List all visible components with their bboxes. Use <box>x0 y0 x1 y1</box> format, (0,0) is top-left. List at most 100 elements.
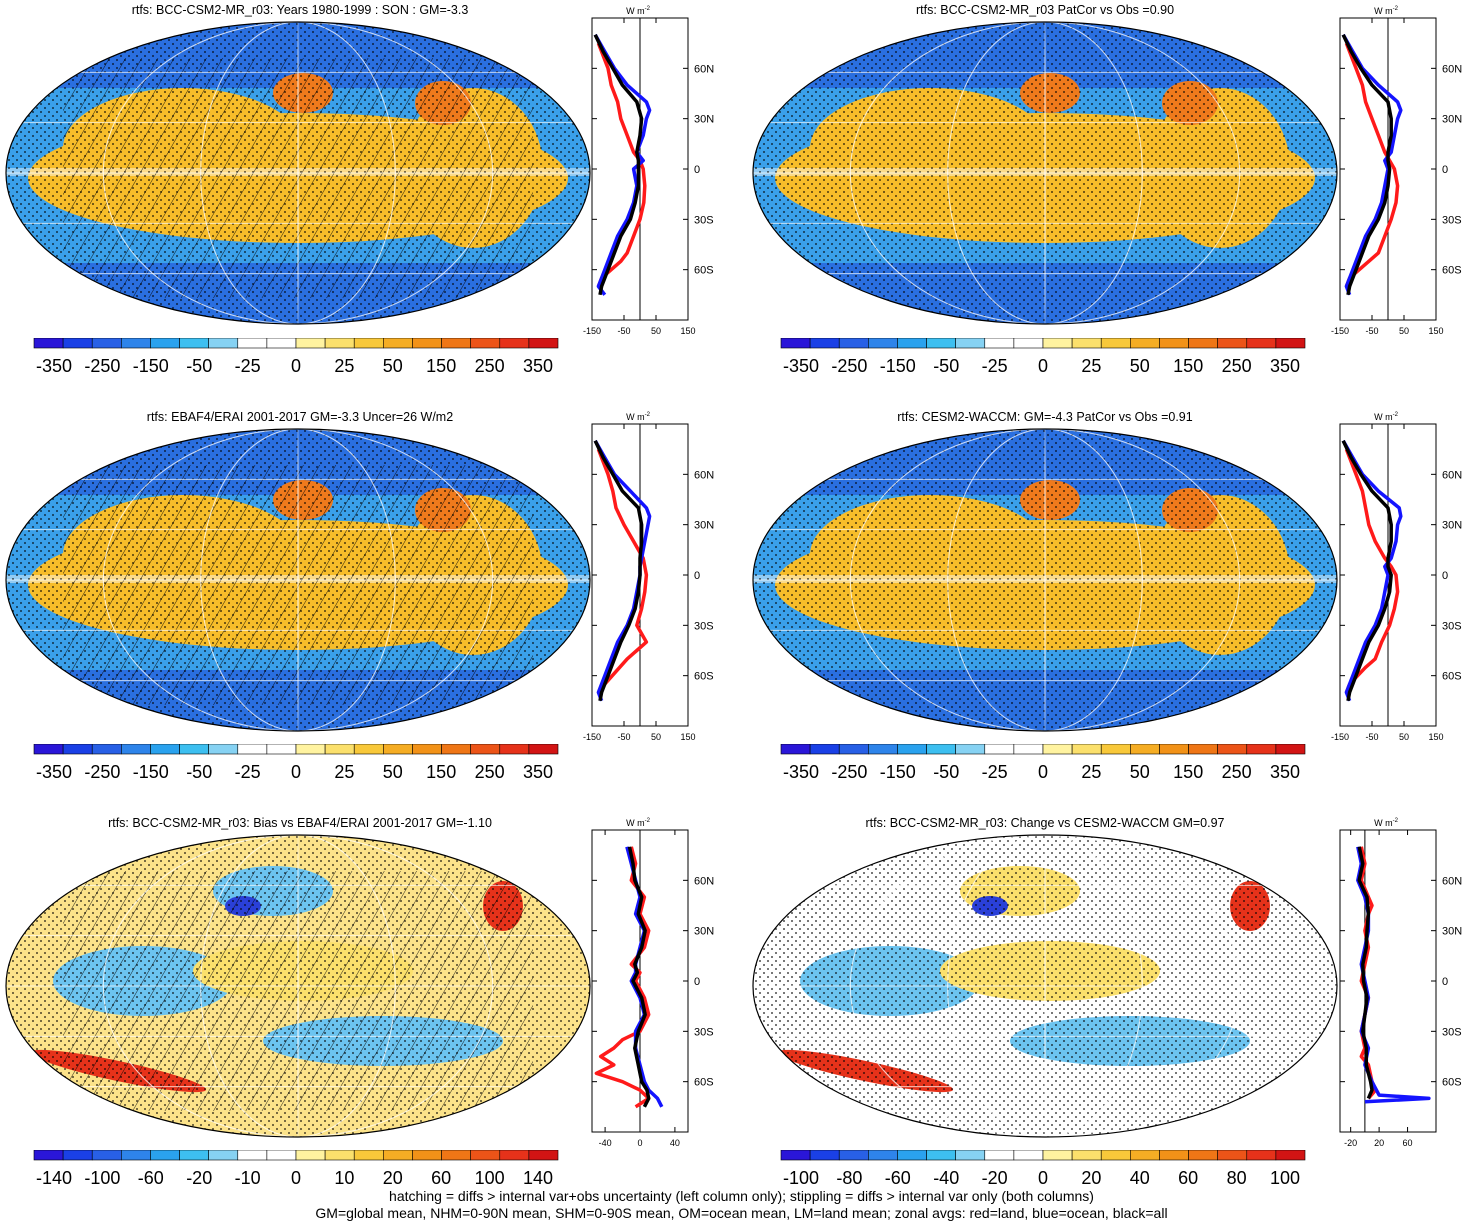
colorbar-box <box>1013 338 1044 349</box>
colorbar-box <box>1159 1150 1189 1161</box>
colorbar-box <box>383 744 413 755</box>
colorbar-tick-label: 0 <box>1038 356 1048 376</box>
colorbar-box <box>1071 1150 1102 1161</box>
zonal-line-all <box>593 440 644 702</box>
colorbar-tick-label: -350 <box>36 356 72 376</box>
graticule-line <box>200 429 396 731</box>
colorbar-box <box>91 338 122 349</box>
colorbar-box <box>33 338 64 349</box>
colorbar-tick-label: 350 <box>523 356 553 376</box>
colorbar-box <box>1159 744 1189 755</box>
zonal-line-all <box>1341 440 1393 702</box>
colorbar-box <box>1275 1150 1306 1161</box>
graticule-line <box>1044 835 1046 1137</box>
zonal-line-ocean <box>593 33 652 296</box>
colorbar-box <box>412 338 442 349</box>
colorbar-tick-label: 150 <box>426 356 456 376</box>
colorbar-box <box>926 744 956 755</box>
colorbar: -350 -250 -150 -50 -25 0 25 50 150 250 350 <box>33 338 559 376</box>
y-tick-label: 30N <box>694 114 714 126</box>
colorbar-tick-label: -40 <box>933 1168 959 1188</box>
colorbar-box <box>237 338 268 349</box>
colorbar-box <box>353 338 384 349</box>
colorbar-box <box>441 744 471 755</box>
colorbar-tick-label: 60 <box>431 1168 451 1188</box>
colorbar-box <box>1217 744 1248 755</box>
x-tick-label: 50 <box>651 732 661 742</box>
graticule-line <box>102 835 494 1137</box>
colorbar-box <box>1042 1150 1073 1161</box>
zonal-line-land <box>1344 448 1400 694</box>
colorbar-box <box>955 1150 986 1161</box>
colorbar-box <box>780 744 811 755</box>
colorbar-box <box>1246 338 1277 349</box>
zonal-line-land <box>594 846 651 1109</box>
colorbar-box <box>62 338 93 349</box>
colorbar-box <box>324 1150 355 1161</box>
colorbar-box <box>383 1150 413 1161</box>
colorbar-box <box>1013 1150 1044 1161</box>
y-tick-label: 30N <box>1442 926 1462 938</box>
graticule-line <box>102 429 494 731</box>
colorbar-box <box>353 744 384 755</box>
y-tick-label: 60N <box>694 63 714 75</box>
colorbar-box <box>780 1150 811 1161</box>
colorbar-tick-label: -350 <box>783 356 819 376</box>
colorbar-box <box>121 338 151 349</box>
y-tick-label: 30N <box>1442 114 1462 126</box>
y-tick-label: 60S <box>1442 671 1462 683</box>
zonal-line-land <box>596 42 647 288</box>
map-plot <box>5 428 591 732</box>
zonal-line-ocean <box>625 846 664 1108</box>
colorbar-box <box>780 338 811 349</box>
colorbar-tick-label: -50 <box>933 356 959 376</box>
panel-title: rtfs: BCC-CSM2-MR_r03: Bias vs EBAF4/ERA… <box>108 816 492 830</box>
colorbar-box <box>838 1150 869 1161</box>
colorbar-tick-label: 150 <box>426 762 456 782</box>
colorbar-tick-label: -250 <box>84 356 120 376</box>
colorbar-tick-label: -20 <box>186 1168 212 1188</box>
y-tick-label: 0 <box>1442 976 1448 988</box>
colorbar-tick-label: 60 <box>1178 1168 1198 1188</box>
colorbar-box <box>499 1150 530 1161</box>
map-plot <box>752 21 1338 325</box>
colorbar-box <box>528 744 559 755</box>
zonal-line-all <box>1357 846 1374 1100</box>
y-tick-label: 60S <box>1442 1077 1462 1089</box>
graticule-line <box>102 22 494 324</box>
colorbar-box <box>237 1150 268 1161</box>
colorbar-box <box>926 1150 956 1161</box>
colorbar-box <box>499 338 530 349</box>
colorbar-tick-label: 50 <box>1130 762 1150 782</box>
colorbar-tick-label: -50 <box>186 356 212 376</box>
colorbar-box <box>984 338 1015 349</box>
map-plot <box>5 834 591 1138</box>
graticule-line <box>947 835 1143 1137</box>
x-tick-label: 150 <box>1428 732 1443 742</box>
footnote-line-2: GM=global mean, NHM=0-90N mean, SHM=0-90… <box>315 1205 1168 1221</box>
colorbar-box <box>809 1150 840 1161</box>
colorbar-box <box>91 744 122 755</box>
panel-title: rtfs: BCC-CSM2-MR_r03 PatCor vs Obs =0.9… <box>915 3 1175 17</box>
colorbar-box <box>1013 744 1044 755</box>
colorbar-tick-label: -150 <box>880 356 916 376</box>
colorbar-box <box>1159 338 1189 349</box>
x-tick-label: 0 <box>637 1138 642 1148</box>
y-tick-label: 0 <box>694 570 700 582</box>
colorbar-tick-label: 80 <box>1227 1168 1247 1188</box>
colorbar-box <box>838 338 869 349</box>
colorbar-tick-label: 350 <box>523 762 553 782</box>
colorbar-tick-label: -60 <box>885 1168 911 1188</box>
colorbar-box <box>868 744 898 755</box>
map-plot <box>5 21 591 325</box>
colorbar-box <box>838 744 869 755</box>
graticule-line <box>947 429 1143 731</box>
colorbar-box <box>208 338 239 349</box>
colorbar-box <box>295 338 326 349</box>
colorbar-box <box>1071 338 1102 349</box>
graticule-line <box>200 835 396 1137</box>
zonal-line-all <box>1341 34 1393 296</box>
y-tick-label: 30S <box>1442 214 1462 226</box>
colorbar-box <box>809 744 840 755</box>
colorbar-box <box>179 338 209 349</box>
